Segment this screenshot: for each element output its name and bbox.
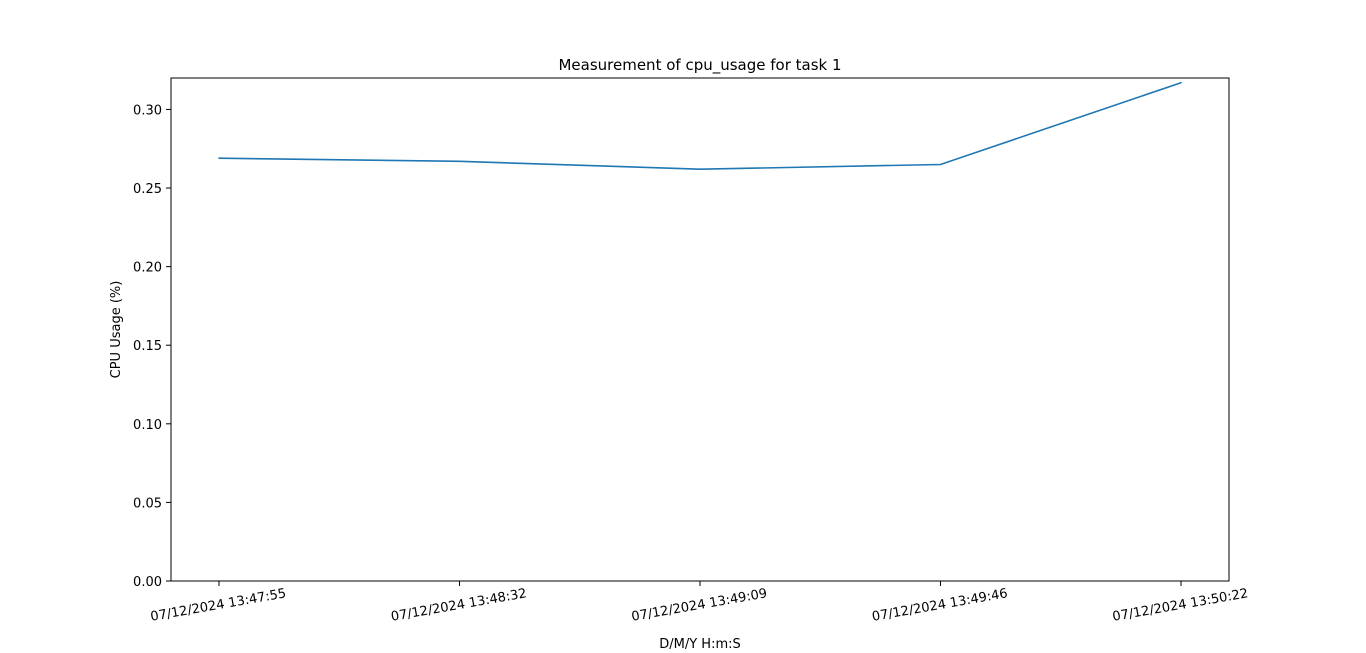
x-tick-label: 07/12/2024 13:47:55 <box>149 586 287 625</box>
x-tick-label: 07/12/2024 13:49:09 <box>630 586 768 625</box>
y-tick-label: 0.15 <box>133 339 162 354</box>
chart-title: Measurement of cpu_usage for task 1 <box>558 56 841 75</box>
plot-frame <box>170 77 1230 582</box>
series-point <box>1180 81 1182 84</box>
series-point <box>218 157 220 159</box>
series-line <box>218 81 1182 171</box>
y-tick-label: 0.20 <box>133 261 162 276</box>
y-tick-label: 0.30 <box>133 103 162 118</box>
x-axis-title: D/M/Y H:m:S <box>659 637 741 652</box>
x-tick-label: 07/12/2024 13:49:46 <box>871 586 1009 625</box>
series-point <box>458 160 461 163</box>
y-tick-label: 0.25 <box>133 182 162 197</box>
x-axis: 07/12/2024 13:47:55 07/12/2024 13:48:32 07… <box>149 581 1249 625</box>
y-tick-label: 0.00 <box>133 575 162 590</box>
x-tick-label: 07/12/2024 13:50:22 <box>1111 586 1249 625</box>
x-tick-label: 07/12/2024 13:48:32 <box>390 586 528 625</box>
y-axis: 0.00 0.05 0.10 0.15 0.20 0.25 0.30 <box>133 103 171 590</box>
series-point <box>939 163 942 166</box>
y-axis-title: CPU Usage (%) <box>109 281 124 379</box>
series-point <box>699 168 701 170</box>
y-tick-label: 0.10 <box>133 418 162 433</box>
y-tick-label: 0.05 <box>133 496 162 511</box>
